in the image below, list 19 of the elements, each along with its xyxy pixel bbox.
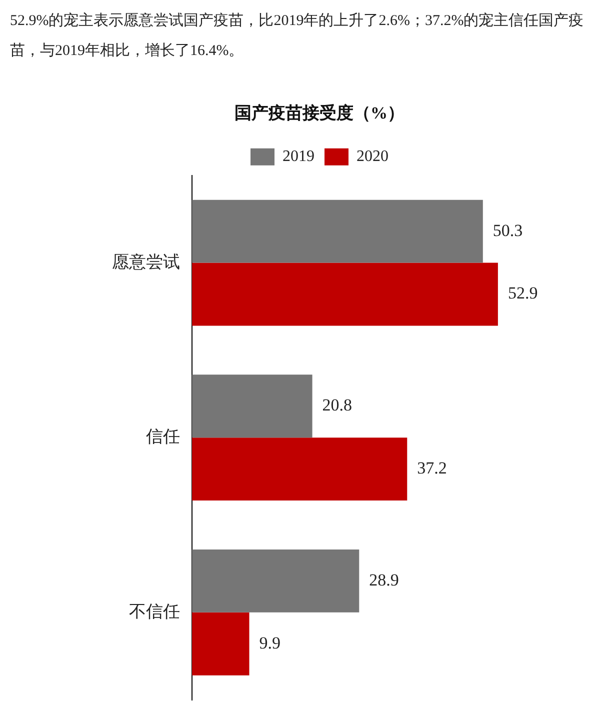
bar bbox=[192, 549, 360, 612]
chart-title: 国产疫苗接受度（%） bbox=[234, 104, 404, 123]
y-tick-label: 不信任 bbox=[129, 602, 180, 621]
data-label: 52.9 bbox=[508, 284, 538, 303]
bar bbox=[192, 374, 312, 438]
data-label: 20.8 bbox=[322, 396, 352, 415]
data-label: 28.9 bbox=[369, 570, 399, 590]
text: 52.9%的宠主表示愿意尝试国产疫苗，比2019年的上升了2.6%；37.2%的宠主信任国产疫苗，与2019年相比，增长了16.4%。 bbox=[10, 11, 585, 61]
y-tick-label: 愿意尝试 bbox=[112, 252, 180, 272]
bar bbox=[192, 262, 498, 326]
data-label: 9.9 bbox=[259, 633, 281, 652]
y-tick-label: 信任 bbox=[146, 427, 180, 446]
bar bbox=[192, 200, 483, 263]
data-label: 37.2 bbox=[417, 458, 447, 478]
bar bbox=[192, 438, 408, 501]
data-label: 50.3 bbox=[492, 220, 523, 240]
bar bbox=[192, 612, 250, 676]
legend-label: 2019 bbox=[282, 148, 314, 166]
legend-label: 2020 bbox=[356, 148, 388, 166]
